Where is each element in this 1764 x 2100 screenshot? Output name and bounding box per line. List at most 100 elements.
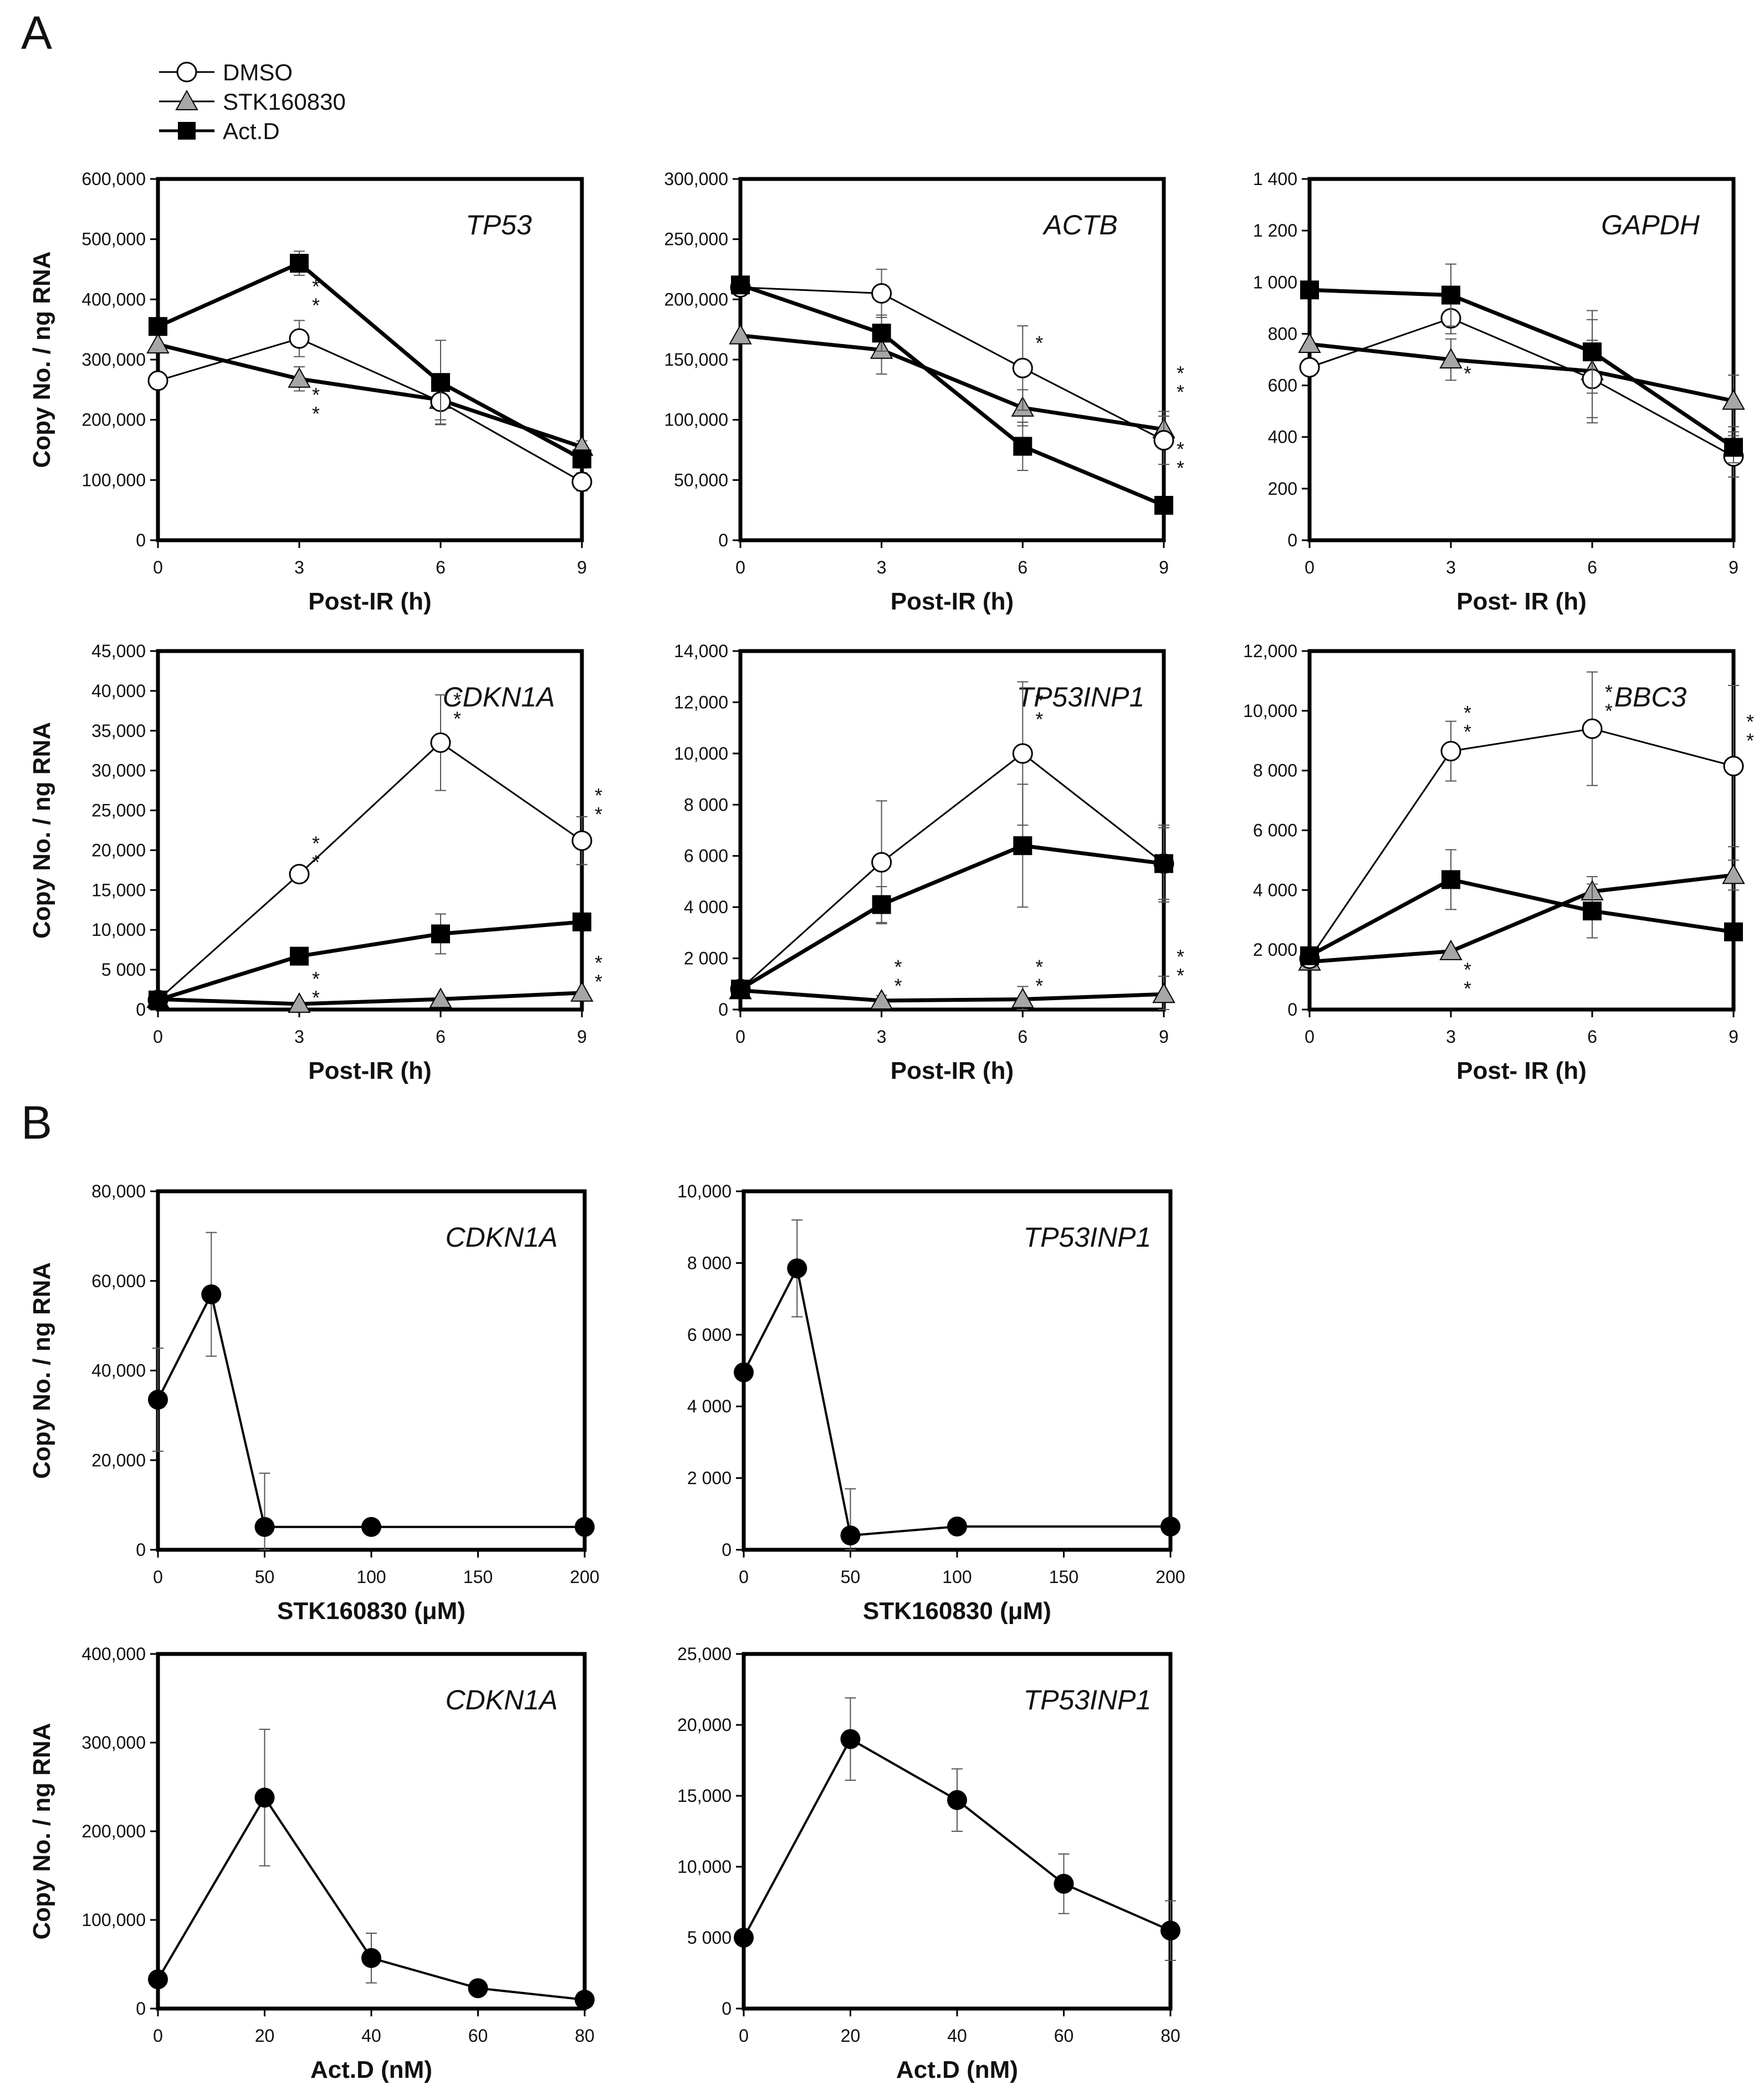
data-point: [254, 1517, 275, 1537]
x-tick-label: 6: [436, 1027, 446, 1047]
x-tick-label: 40: [947, 2026, 967, 2046]
x-tick-label: 6: [1018, 1027, 1027, 1047]
y-tick-label: 35,000: [91, 721, 146, 741]
series-act-d: [149, 250, 591, 469]
chart-cdkn1a-9: 0 100,000 200,000 300,000 400,000 0 20 40 60 80 Ac…: [28, 1644, 595, 2083]
y-tick-label: 0: [722, 1540, 732, 1560]
significance-annotation: **: [1605, 680, 1613, 722]
y-tick-label: 10,000: [677, 1857, 732, 1877]
x-tick-label: 150: [1049, 1567, 1078, 1587]
gene-label: CDKN1A: [443, 682, 555, 713]
y-tick-label: 12,000: [674, 692, 728, 712]
significance-annotation: **: [1464, 959, 1471, 1000]
significance-annotation: **: [312, 383, 320, 425]
y-tick-label: 0: [136, 1000, 146, 1020]
square-point: [431, 373, 450, 392]
significance-star: *: [1605, 680, 1613, 703]
plots: 0 100,000 200,000 300,000 400,000 500,000 600,…: [28, 169, 1754, 2083]
y-tick-label: 45,000: [91, 641, 146, 661]
significance-annotation: **: [312, 967, 320, 1009]
x-tick-label: 20: [255, 2026, 275, 2046]
significance-star: *: [1177, 964, 1184, 987]
y-tick-label: 0: [1287, 530, 1297, 550]
legend-triangle-marker: [175, 89, 198, 110]
series-line: [740, 988, 1164, 1003]
y-tick-label: 2 000: [684, 949, 728, 969]
x-tick-label: 0: [735, 557, 745, 577]
square-point: [1154, 495, 1173, 515]
significance-star: *: [894, 955, 902, 978]
significance-star: *: [312, 967, 320, 990]
significance-star: *: [312, 275, 320, 298]
square-point: [1300, 280, 1319, 300]
series-line: [740, 286, 1164, 441]
chart-tp53inp1-10: 0 5 000 10,000 15,000 20,000 25,000 0 20 40 60 80 A…: [677, 1644, 1180, 2083]
x-tick-label: 9: [577, 1027, 587, 1047]
significance-star: *: [1035, 708, 1043, 731]
square-point: [1583, 902, 1602, 921]
x-tick-label: 9: [1159, 557, 1169, 577]
series-line: [740, 334, 1164, 432]
x-tick-label: 3: [294, 557, 304, 577]
chart-tp53inp1-5: 0 2 000 4 000 6 000 8 000 10,000 12,000 14,000 0…: [674, 641, 1184, 1084]
significance-annotation: **: [1035, 689, 1043, 731]
circle-point: [1012, 357, 1033, 378]
y-tick-label: 0: [718, 530, 728, 550]
x-tick-label: 3: [1446, 1027, 1456, 1047]
significance-star: *: [312, 383, 320, 406]
y-tick-label: 250,000: [664, 229, 728, 249]
square-point: [1300, 946, 1319, 965]
significance-annotation: **: [894, 955, 902, 997]
triangle-point: [1152, 982, 1175, 1003]
significance-star: *: [1177, 457, 1184, 479]
circle-point: [871, 283, 892, 304]
series-line: [157, 261, 583, 461]
x-tick-label: 9: [1729, 1027, 1739, 1047]
series-line: [157, 1293, 585, 1528]
y-tick-label: 600: [1268, 376, 1297, 396]
x-tick-label: 80: [1160, 2026, 1180, 2046]
chart-gapdh-3: 0 200 400 600 800 1 000 1 200 1 400 0 3 6 9 Post- IR…: [1253, 169, 1745, 615]
significance-star: *: [1177, 438, 1184, 460]
y-tick-label: 4 000: [684, 897, 728, 917]
x-axis-label: Act.D (nM): [310, 2056, 432, 2083]
x-tick-label: 200: [1155, 1567, 1185, 1587]
legend-square-marker: [178, 122, 196, 140]
square-point: [572, 449, 591, 469]
series-line: [739, 752, 1164, 990]
y-tick-label: 12,000: [1243, 641, 1297, 661]
legend-item-actd: Act.D: [159, 118, 280, 144]
series-dmso: [730, 269, 1174, 465]
x-tick-label: 60: [468, 2026, 488, 2046]
x-tick-label: 3: [877, 557, 887, 577]
data-point: [734, 1362, 754, 1382]
circle-point: [289, 864, 310, 885]
x-tick-label: 0: [735, 1027, 745, 1047]
y-tick-label: 10,000: [91, 920, 146, 940]
triangle-point: [146, 332, 170, 354]
y-tick-label: 10,000: [674, 744, 728, 764]
significance-star: *: [595, 951, 602, 974]
y-tick-label: 6 000: [687, 1325, 732, 1345]
gene-label: GAPDH: [1601, 209, 1700, 240]
data-point: [361, 1517, 381, 1537]
significance-star: *: [1035, 689, 1043, 712]
y-tick-label: 0: [718, 1000, 728, 1020]
x-axis-label: Act.D (nM): [896, 2056, 1018, 2083]
chart-bbc3-6: 0 2 000 4 000 6 000 8 000 10,000 12,000 0 3 6 9 Pos…: [1243, 641, 1754, 1084]
y-tick-label: 80,000: [91, 1181, 146, 1201]
series-stk160830: [729, 324, 1175, 448]
y-tick-label: 10,000: [677, 1181, 732, 1201]
x-tick-label: 0: [1305, 1027, 1315, 1047]
significance-star: *: [312, 294, 320, 316]
series-line: [739, 283, 1165, 508]
circle-point: [1153, 430, 1174, 451]
square-point: [149, 317, 167, 336]
y-tick-label: 300,000: [664, 169, 728, 189]
y-tick-label: 100,000: [81, 1910, 146, 1930]
circle-point: [871, 852, 892, 873]
gene-label: TP53INP1: [1024, 1684, 1152, 1715]
y-tick-label: 150,000: [664, 350, 728, 370]
y-tick-label: 15,000: [677, 1786, 732, 1806]
y-tick-label: 500,000: [81, 229, 146, 249]
